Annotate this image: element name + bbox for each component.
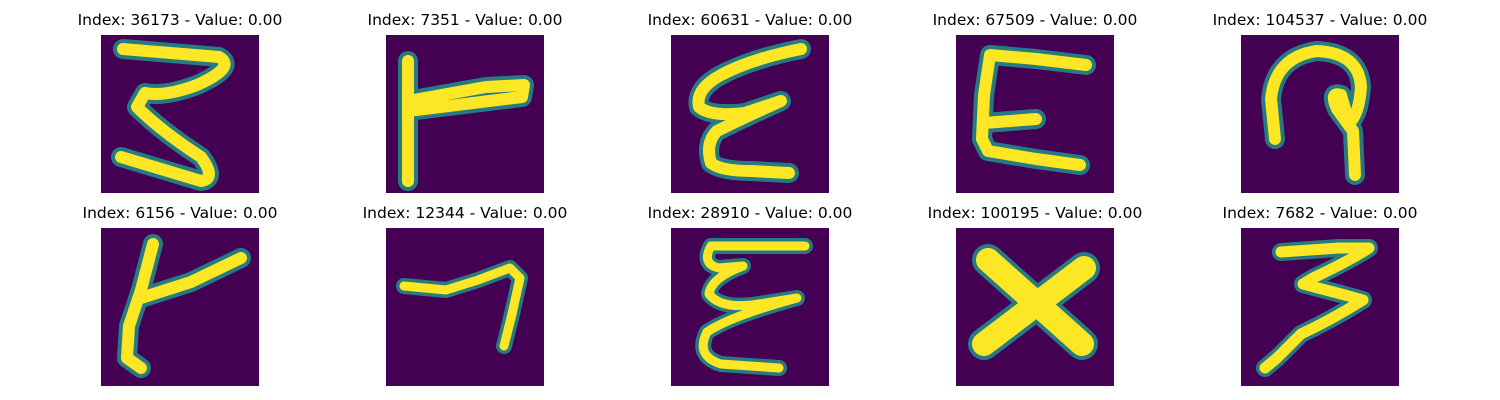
handwritten-glyph-image bbox=[386, 35, 544, 193]
image-panel-10: Index: 7682 - Value: 0.00 bbox=[1210, 203, 1430, 386]
handwritten-glyph-image bbox=[671, 228, 829, 386]
panel-title: Index: 12344 - Value: 0.00 bbox=[362, 204, 568, 222]
image-panel-5: Index: 104537 - Value: 0.00 bbox=[1210, 10, 1430, 193]
image-panel-9: Index: 100195 - Value: 0.00 bbox=[925, 203, 1145, 386]
handwritten-glyph-image bbox=[101, 35, 259, 193]
handwritten-glyph-image bbox=[1241, 228, 1399, 386]
image-panel-4: Index: 67509 - Value: 0.00 bbox=[925, 10, 1145, 193]
image-panel-6: Index: 6156 - Value: 0.00 bbox=[70, 203, 290, 386]
panel-title: Index: 67509 - Value: 0.00 bbox=[932, 11, 1138, 29]
handwritten-glyph-image bbox=[386, 228, 544, 386]
panel-title: Index: 7351 - Value: 0.00 bbox=[367, 11, 563, 29]
image-panel-3: Index: 60631 - Value: 0.00 bbox=[640, 10, 860, 193]
panel-title: Index: 100195 - Value: 0.00 bbox=[927, 204, 1143, 222]
image-panel-2: Index: 7351 - Value: 0.00 bbox=[355, 10, 575, 193]
handwritten-glyph-image bbox=[956, 35, 1114, 193]
handwritten-glyph-image bbox=[1241, 35, 1399, 193]
panel-title: Index: 28910 - Value: 0.00 bbox=[647, 204, 853, 222]
handwritten-glyph-image bbox=[956, 228, 1114, 386]
panel-title: Index: 7682 - Value: 0.00 bbox=[1222, 204, 1418, 222]
image-panel-1: Index: 36173 - Value: 0.00 bbox=[70, 10, 290, 193]
panel-title: Index: 6156 - Value: 0.00 bbox=[82, 204, 278, 222]
handwritten-glyph-image bbox=[101, 228, 259, 386]
panel-title: Index: 60631 - Value: 0.00 bbox=[647, 11, 853, 29]
image-panel-7: Index: 12344 - Value: 0.00 bbox=[355, 203, 575, 386]
panel-title: Index: 36173 - Value: 0.00 bbox=[77, 11, 283, 29]
handwritten-glyph-image bbox=[671, 35, 829, 193]
panel-title: Index: 104537 - Value: 0.00 bbox=[1212, 11, 1428, 29]
image-panel-8: Index: 28910 - Value: 0.00 bbox=[640, 203, 860, 386]
